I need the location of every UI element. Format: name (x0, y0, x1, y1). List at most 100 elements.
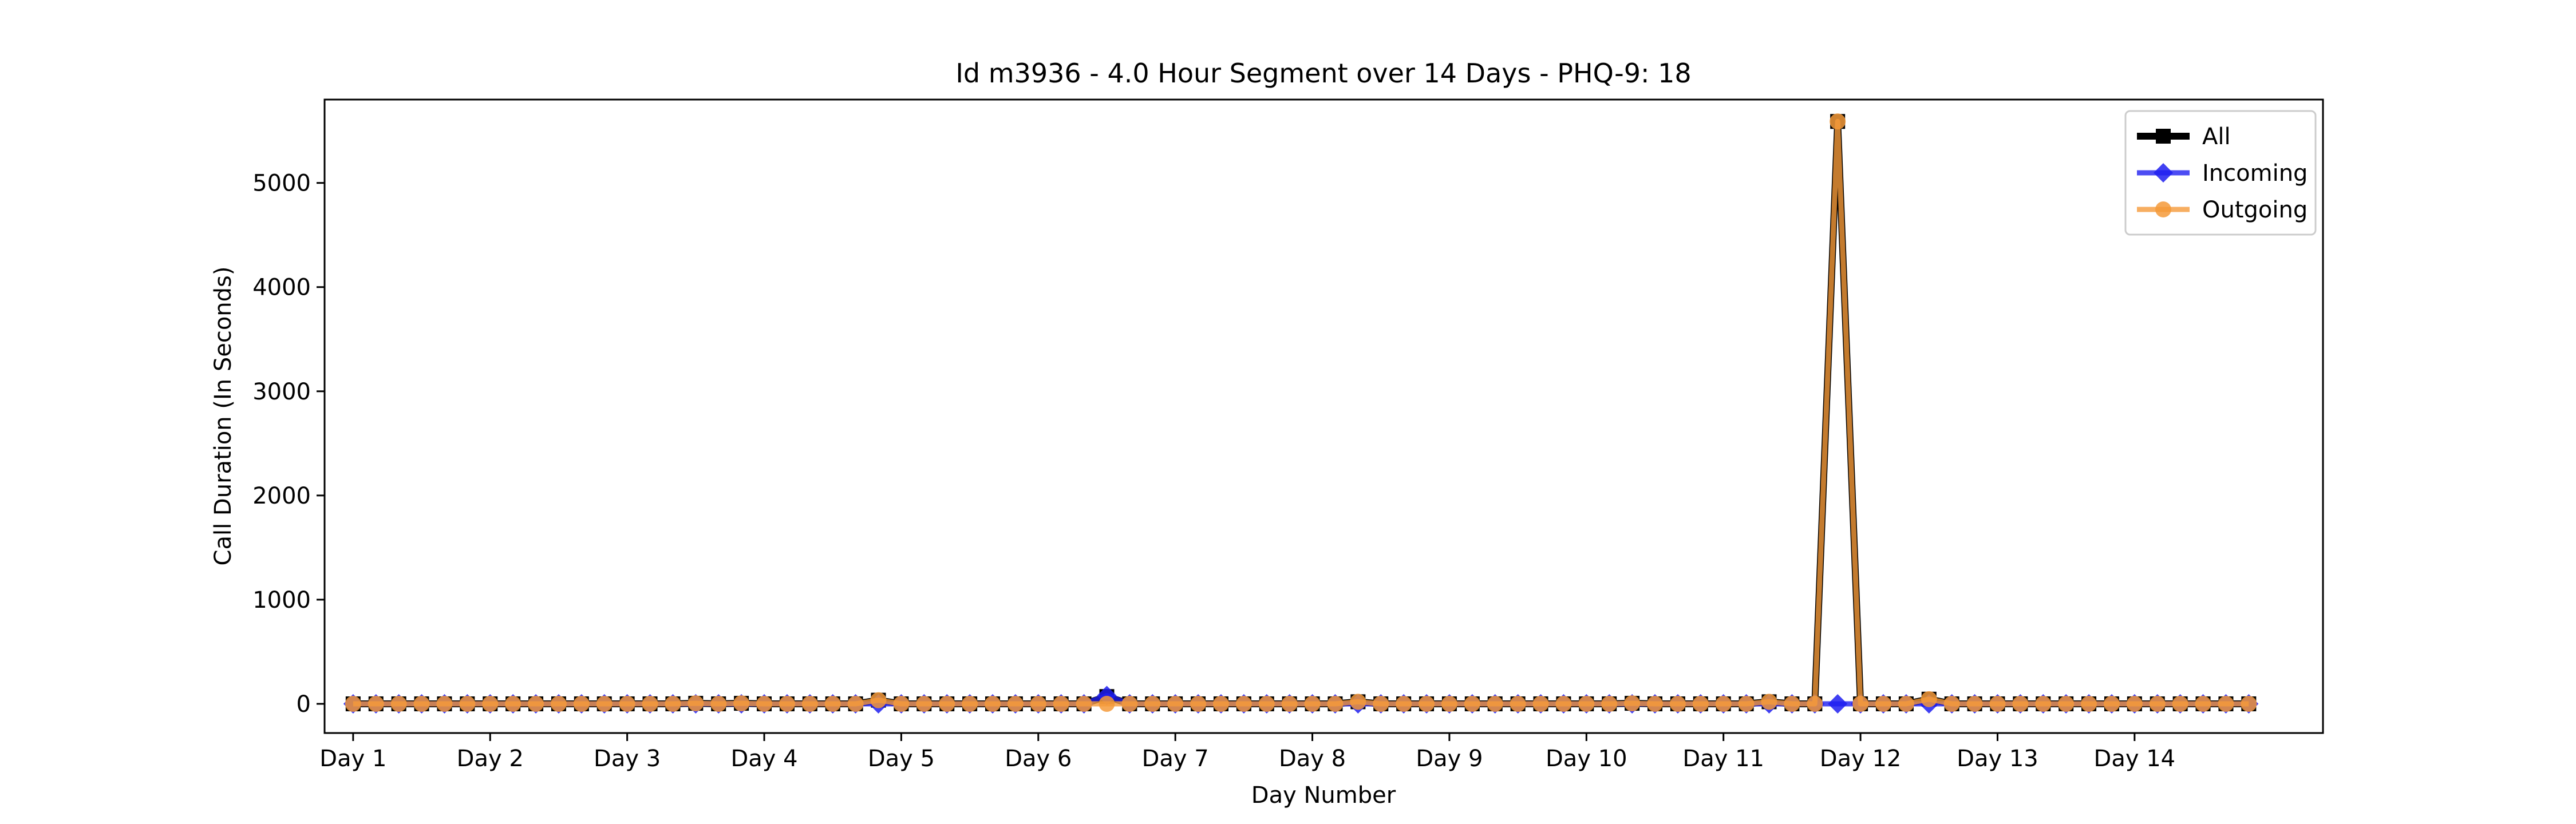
data-point-outgoing (1373, 696, 1389, 712)
legend-label-incoming: Incoming (2202, 160, 2308, 187)
data-point-outgoing (642, 696, 658, 712)
data-point-outgoing (1898, 696, 1914, 712)
axes-frame (323, 98, 2324, 734)
data-point-outgoing (368, 696, 384, 712)
data-point-outgoing (1053, 696, 1069, 712)
data-point-outgoing (2058, 696, 2075, 712)
data-point-outgoing (1989, 696, 2006, 712)
data-point-outgoing (1624, 695, 1641, 712)
x-tick-label: Day 8 (1279, 746, 1346, 772)
data-point-outgoing (1144, 696, 1161, 712)
x-tick-label: Day 7 (1142, 746, 1209, 772)
data-point-outgoing (1167, 696, 1184, 712)
data-point-outgoing (2172, 696, 2188, 712)
data-point-outgoing (2218, 696, 2234, 712)
data-point-outgoing (1007, 696, 1024, 712)
data-point-outgoing (2126, 696, 2143, 712)
data-point-outgoing (2103, 696, 2120, 712)
data-point-outgoing (1030, 696, 1046, 712)
x-tick-label: Day 5 (868, 746, 935, 772)
x-axis: Day 1 Day 2 Day 3 Day 4 Day 5 Day 6 Day 7 Day 8… (319, 733, 2175, 772)
legend-item-incoming: Incoming (2137, 160, 2308, 187)
data-point-outgoing (916, 696, 933, 712)
data-point-outgoing (824, 696, 841, 712)
data-point-outgoing (436, 696, 453, 712)
legend-item-all: All (2137, 124, 2231, 150)
data-point-outgoing (1761, 694, 1777, 710)
data-point-outgoing (1738, 696, 1755, 712)
data-point-outgoing (1076, 696, 1092, 712)
data-point-outgoing (1258, 696, 1275, 712)
y-axis-label: Call Duration (In Seconds) (210, 267, 236, 566)
data-point-outgoing (1327, 696, 1344, 712)
data-point-outgoing (801, 696, 818, 712)
x-tick-label: Day 14 (2094, 746, 2176, 772)
data-point-outgoing (1304, 696, 1321, 712)
x-tick-label: Day 11 (1682, 746, 1764, 772)
data-point-outgoing (1601, 696, 1618, 712)
y-tick-label: 5000 (252, 171, 311, 197)
data-point-outgoing (756, 696, 773, 712)
data-point-outgoing (596, 696, 613, 712)
data-point-outgoing (1235, 696, 1252, 712)
data-point-outgoing (1190, 696, 1207, 712)
legend-label-outgoing: Outgoing (2202, 197, 2308, 223)
data-point-outgoing (984, 696, 1001, 712)
data-point-outgoing (573, 696, 590, 712)
x-tick-label: Day 1 (319, 746, 386, 772)
data-point-outgoing (1212, 696, 1229, 712)
data-point-outgoing (1419, 696, 1435, 712)
data-point-outgoing (1943, 696, 1960, 712)
data-point-outgoing (1281, 696, 1298, 712)
data-point-outgoing (1121, 696, 1138, 712)
legend-swatch-marker (2155, 201, 2171, 217)
data-point-outgoing (710, 696, 727, 712)
data-point-outgoing (962, 696, 978, 712)
data-point-outgoing (1921, 691, 1937, 707)
data-point-outgoing (665, 696, 681, 712)
data-point-outgoing (1875, 696, 1891, 712)
data-point-outgoing (1647, 696, 1664, 712)
y-tick-label: 0 (297, 691, 311, 718)
data-point-incoming (1828, 694, 1848, 714)
data-point-outgoing (893, 696, 910, 712)
x-tick-label: Day 13 (1957, 746, 2038, 772)
data-point-outgoing (1852, 696, 1869, 712)
data-point-outgoing (870, 692, 887, 708)
legend-swatch-marker (2156, 129, 2171, 144)
data-point-outgoing (413, 696, 430, 712)
data-point-outgoing (1510, 696, 1526, 712)
legend-box (2124, 110, 2317, 236)
data-point-outgoing (2081, 696, 2097, 712)
data-point-outgoing (1966, 696, 1983, 712)
x-axis-label: Day Number (1251, 782, 1396, 809)
y-tick-label: 3000 (252, 379, 311, 405)
data-point-outgoing (2149, 696, 2166, 712)
y-tick-label: 1000 (252, 587, 311, 613)
data-point-outgoing (1350, 694, 1366, 710)
legend-label-all: All (2202, 124, 2231, 150)
data-point-outgoing (390, 696, 407, 712)
data-point-outgoing (1441, 696, 1457, 712)
data-point-outgoing (2241, 696, 2257, 712)
data-point-outgoing (1099, 696, 1115, 712)
data-point-outgoing (482, 696, 499, 712)
data-point-outgoing (733, 695, 750, 712)
series-layer (343, 113, 2259, 714)
data-point-outgoing (1578, 696, 1595, 712)
data-point-outgoing (2035, 696, 2052, 712)
legend-swatch-marker (2154, 163, 2173, 183)
x-tick-label: Day 12 (1820, 746, 1902, 772)
data-point-outgoing (459, 696, 476, 712)
data-point-outgoing (1532, 696, 1549, 712)
y-axis: 0 1000 2000 3000 4000 5000 (252, 171, 325, 718)
plot-area (323, 98, 2324, 734)
data-point-outgoing (619, 696, 635, 712)
x-tick-label: Day 9 (1416, 746, 1483, 772)
data-point-outgoing (528, 696, 544, 712)
legend: All Incoming Outgoing (2124, 110, 2317, 236)
data-point-outgoing (779, 696, 795, 712)
data-point-outgoing (939, 696, 955, 712)
data-point-outgoing (1807, 696, 1823, 712)
